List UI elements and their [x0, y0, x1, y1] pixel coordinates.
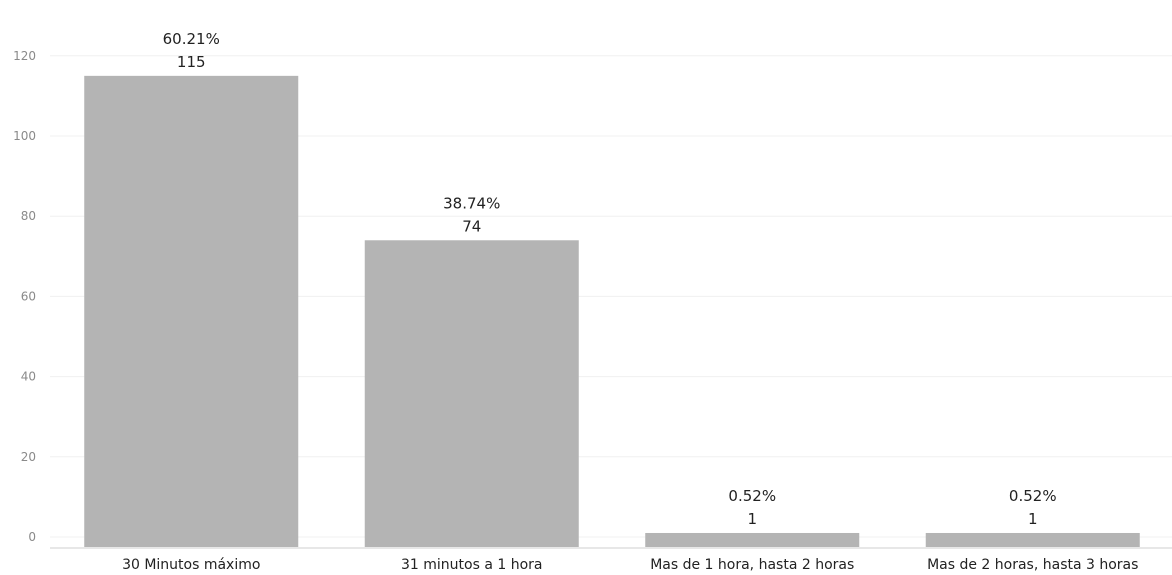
value-label-3: 1	[747, 510, 757, 528]
y-tick-label-120: 120	[13, 49, 36, 63]
bar-2	[364, 240, 579, 547]
percent-label-2: 38.74%	[443, 194, 500, 212]
category-label-1: 30 Minutos máximo	[122, 557, 260, 573]
y-tick-label-80: 80	[21, 209, 36, 223]
y-tick-label-0: 0	[28, 530, 36, 544]
bars	[84, 75, 1140, 547]
category-label-4: Mas de 2 horas, hasta 3 horas	[927, 557, 1138, 573]
y-tick-label-100: 100	[13, 129, 36, 143]
bar-1	[84, 75, 299, 547]
percent-label-3: 0.52%	[728, 487, 776, 505]
category-label-2: 31 minutos a 1 hora	[401, 557, 543, 573]
value-label-2: 74	[462, 217, 481, 235]
value-label-4: 1	[1028, 510, 1038, 528]
y-tick-label-40: 40	[21, 370, 36, 384]
y-tick-label-20: 20	[21, 450, 36, 464]
bar-4	[925, 532, 1140, 547]
y-axis: 0 20 40 60 80 100 120	[13, 49, 36, 544]
percent-label-1: 60.21%	[163, 30, 220, 48]
data-labels: 60.21% 115 38.74% 74 0.52% 1 0.52% 1	[163, 30, 1057, 528]
x-axis: 30 Minutos máximo 31 minutos a 1 hora Mas …	[122, 557, 1138, 573]
y-tick-label-60: 60	[21, 289, 36, 303]
percent-label-4: 0.52%	[1009, 487, 1057, 505]
value-label-1: 115	[177, 53, 206, 71]
category-label-3: Mas de 1 hora, hasta 2 horas	[650, 557, 854, 573]
bar-3	[645, 532, 860, 547]
